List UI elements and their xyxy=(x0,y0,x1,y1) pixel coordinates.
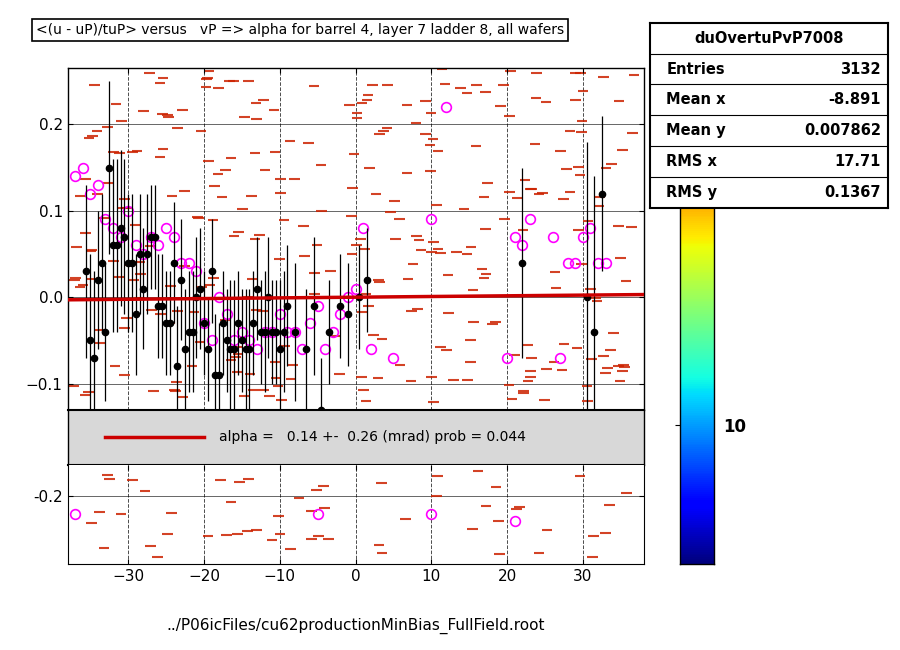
Text: <(u - uP)/tuP> versus   vP => alpha for barrel 4, layer 7 ladder 8, all wafers: <(u - uP)/tuP> versus vP => alpha for ba… xyxy=(36,23,564,37)
Text: alpha =   0.14 +-  0.26 (mrad) prob = 0.044: alpha = 0.14 +- 0.26 (mrad) prob = 0.044 xyxy=(219,430,526,444)
Text: ../P06icFiles/cu62productionMinBias_FullField.root: ../P06icFiles/cu62productionMinBias_Full… xyxy=(166,618,544,634)
Text: Entries: Entries xyxy=(667,62,725,77)
Text: -8.891: -8.891 xyxy=(829,92,881,107)
Text: RMS x: RMS x xyxy=(667,154,717,169)
Text: Mean x: Mean x xyxy=(667,92,726,107)
Text: 0.007862: 0.007862 xyxy=(804,124,881,138)
Text: Mean y: Mean y xyxy=(667,124,726,138)
Text: 3132: 3132 xyxy=(841,62,881,77)
Text: 0.1367: 0.1367 xyxy=(824,185,881,200)
Text: duOvertuPvP7008: duOvertuPvP7008 xyxy=(694,31,844,46)
Text: 17.71: 17.71 xyxy=(835,154,881,169)
Text: RMS y: RMS y xyxy=(667,185,717,200)
